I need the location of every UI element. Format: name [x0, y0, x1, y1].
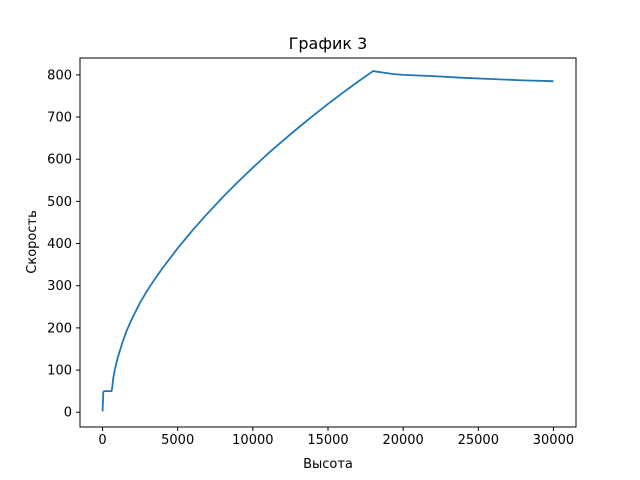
y-tick-label: 700 — [47, 111, 72, 126]
x-axis: 0 5000 10000 15000 20000 25000 30000 — [98, 427, 574, 448]
y-tick-label: 600 — [47, 153, 72, 168]
y-tick-label: 800 — [47, 68, 72, 83]
series-line-0 — [101, 70, 554, 412]
y-tick-label: 500 — [47, 195, 72, 210]
y-tick-label: 200 — [47, 321, 72, 336]
x-axis-label: Высота — [303, 457, 353, 472]
y-axis-label: Скорость — [25, 210, 40, 273]
x-tick-label: 10000 — [232, 433, 273, 448]
y-axis: 0 100 200 300 400 500 600 700 800 — [47, 68, 80, 421]
x-tick-label: 15000 — [307, 433, 348, 448]
y-tick-label: 400 — [47, 237, 72, 252]
y-tick-label: 0 — [64, 406, 72, 421]
plot-frame — [79, 57, 577, 428]
x-tick-label: 5000 — [161, 433, 194, 448]
x-tick-label: 25000 — [458, 433, 499, 448]
x-tick-label: 20000 — [382, 433, 423, 448]
plot-area — [79, 57, 577, 428]
y-tick-label: 300 — [47, 279, 72, 294]
chart-title: График 3 — [289, 34, 368, 53]
x-tick-label: 0 — [98, 433, 106, 448]
y-tick-label: 100 — [47, 364, 72, 379]
x-tick-label: 30000 — [533, 433, 574, 448]
